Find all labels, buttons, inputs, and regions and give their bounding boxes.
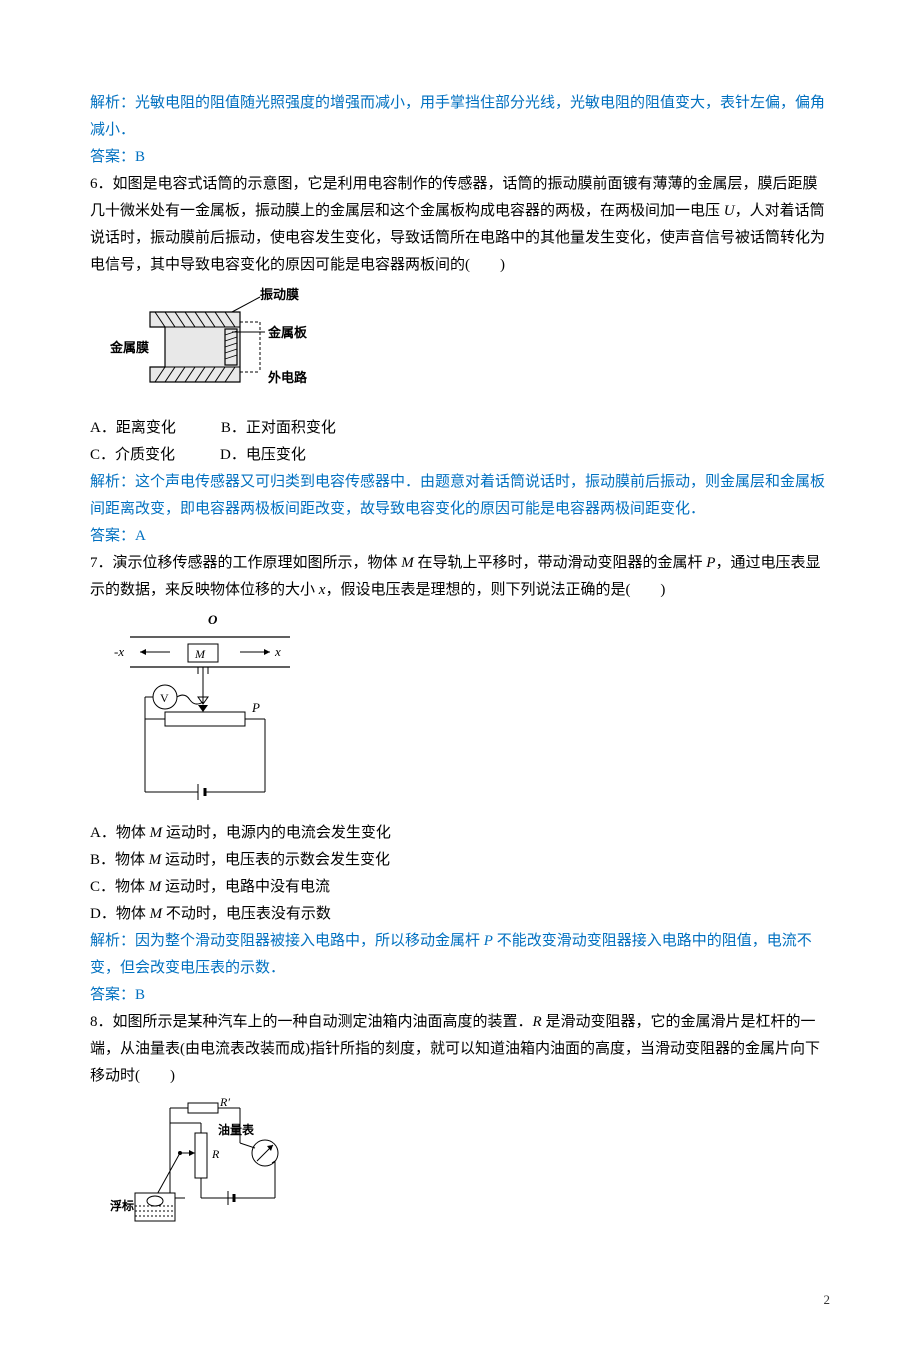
q7-optC-M: M <box>149 879 162 895</box>
svg-text:R: R <box>211 1147 220 1161</box>
q7-optC-b: 运动时，电路中没有电流 <box>161 879 330 895</box>
svg-text:R′: R′ <box>219 1098 230 1109</box>
q6-options: A．距离变化 B．正对面积变化 C．介质变化 D．电压变化 <box>90 415 830 469</box>
svg-text:-x: -x <box>114 644 124 659</box>
svg-text:M: M <box>194 647 206 661</box>
q8-stem: 8．如图所示是某种汽车上的一种自动测定油箱内油面高度的装置．R 是滑动变阻器，它… <box>90 1009 830 1090</box>
q6-stem: 6．如图是电容式话筒的示意图，它是利用电容制作的传感器，话筒的振动膜前面镀有薄薄… <box>90 171 830 279</box>
q6-optB: B．正对面积变化 <box>221 420 336 436</box>
q7-sd: ，假设电压表是理想的，则下列说法正确的是( ) <box>325 582 665 598</box>
svg-text:外电路: 外电路 <box>267 370 308 385</box>
page-number: 2 <box>90 1288 830 1311</box>
q7-optD: D．物体 M 不动时，电压表没有示数 <box>90 901 830 928</box>
q8-diagram: R′ 油量表 R 浮标 <box>110 1098 830 1228</box>
q6-answer: 答案：A <box>90 523 830 550</box>
q6-stem-a: 6．如图是电容式话筒的示意图，它是利用电容制作的传感器，话筒的振动膜前面镀有薄薄… <box>90 176 818 219</box>
q6-optA: A．距离变化 <box>90 420 176 436</box>
q7-optD-b: 不动时，电压表没有示数 <box>162 906 331 922</box>
q7-answer: 答案：B <box>90 982 830 1009</box>
q6-explain: 解析：这个声电传感器又可归类到电容传感器中．由题意对着话筒说话时，振动膜前后振动… <box>90 469 830 523</box>
svg-text:x: x <box>274 644 281 659</box>
q7-optB-M: M <box>149 852 162 868</box>
q7-optD-a: D．物体 <box>90 906 150 922</box>
q6-diagram: 振动膜 金属板 金属膜 外电路 <box>110 287 830 407</box>
q8-sa: 8．如图所示是某种汽车上的一种自动测定油箱内油面高度的装置． <box>90 1014 533 1030</box>
q7-optA-M: M <box>150 825 163 841</box>
q7-optC-a: C．物体 <box>90 879 149 895</box>
q7-optD-M: M <box>150 906 163 922</box>
q7-exp-P: P <box>484 933 493 949</box>
svg-text:油量表: 油量表 <box>218 1122 255 1137</box>
svg-text:振动膜: 振动膜 <box>260 287 299 302</box>
q7-sa: 7．演示位移传感器的工作原理如图所示，物体 <box>90 555 401 571</box>
q5-explain: 解析：光敏电阻的阻值随光照强度的增强而减小，用手掌挡住部分光线，光敏电阻的阻值变… <box>90 90 830 144</box>
q6-optC: C．介质变化 <box>90 447 175 463</box>
q7-M1: M <box>401 555 414 571</box>
q7-exp-a: 解析：因为整个滑动变阻器被接入电路中，所以移动金属杆 <box>90 933 484 949</box>
svg-text:金属膜: 金属膜 <box>110 340 149 355</box>
svg-text:浮标: 浮标 <box>110 1198 134 1213</box>
q8-R: R <box>533 1014 542 1030</box>
q7-optC: C．物体 M 运动时，电路中没有电流 <box>90 874 830 901</box>
q7-optB-b: 运动时，电压表的示数会发生变化 <box>161 852 390 868</box>
svg-text:金属板: 金属板 <box>267 325 308 340</box>
q5-answer: 答案：B <box>90 144 830 171</box>
q7-stem: 7．演示位移传感器的工作原理如图所示，物体 M 在导轨上平移时，带动滑动变阻器的… <box>90 550 830 604</box>
q7-sb: 在导轨上平移时，带动滑动变阻器的金属杆 <box>414 555 707 571</box>
svg-text:P: P <box>251 700 260 715</box>
q6-U: U <box>724 203 735 219</box>
q6-optD: D．电压变化 <box>220 447 306 463</box>
q7-optA: A．物体 M 运动时，电源内的电流会发生变化 <box>90 820 830 847</box>
q7-optA-b: 运动时，电源内的电流会发生变化 <box>162 825 391 841</box>
q7-optB: B．物体 M 运动时，电压表的示数会发生变化 <box>90 847 830 874</box>
q7-diagram: O -x x M V P <box>110 612 830 812</box>
svg-text:V: V <box>160 691 169 705</box>
q7-optB-a: B．物体 <box>90 852 149 868</box>
svg-text:O: O <box>208 612 218 627</box>
q7-explain: 解析：因为整个滑动变阻器被接入电路中，所以移动金属杆 P 不能改变滑动变阻器接入… <box>90 928 830 982</box>
q7-optA-a: A．物体 <box>90 825 150 841</box>
